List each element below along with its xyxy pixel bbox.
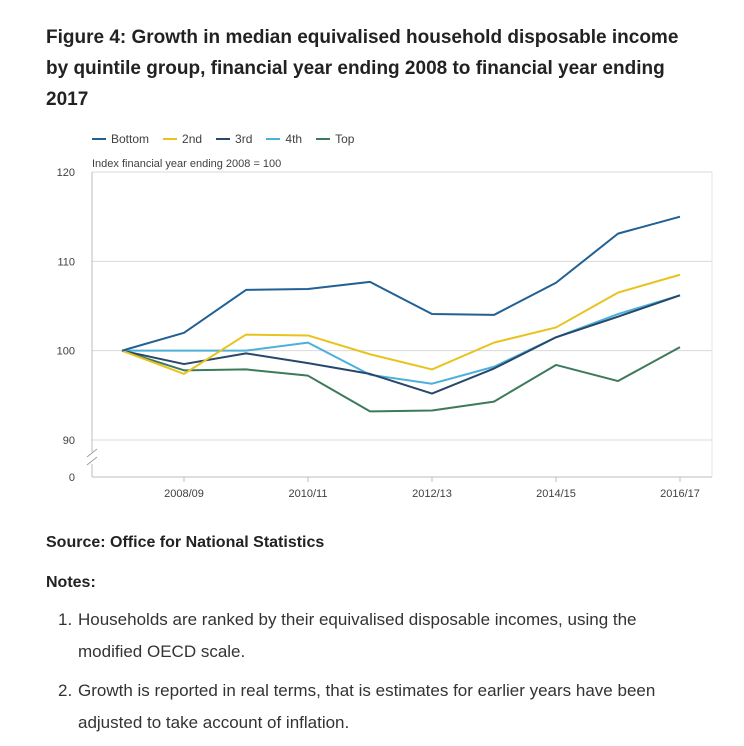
legend-swatch — [266, 138, 281, 140]
axis-break-mark — [86, 456, 98, 466]
y-tick-label: 100 — [57, 346, 75, 358]
chart-legend: Bottom 2nd 3rd 4th Top — [92, 130, 368, 148]
note-item: 2. Growth is reported in real terms, tha… — [58, 675, 678, 739]
series-line-4th — [122, 294, 681, 385]
legend-label: Bottom — [111, 132, 150, 146]
axis-note: Index financial year ending 2008 = 100 — [92, 158, 281, 170]
notes-heading: Notes: — [46, 574, 96, 591]
legend-swatch — [216, 138, 231, 140]
legend-label: Top — [335, 132, 355, 146]
line-chart: Index financial year ending 2008 = 100 1… — [57, 158, 713, 500]
note-text: Growth is reported in real terms, that i… — [78, 681, 656, 732]
legend-item: Top — [316, 132, 354, 146]
note-text: Households are ranked by their equivalis… — [78, 610, 637, 661]
y-tick-label: 0 — [69, 472, 75, 484]
note-number: 1. — [58, 610, 73, 629]
legend-label: 4th — [285, 132, 303, 146]
note-number: 2. — [58, 681, 73, 700]
legend-item: Bottom — [92, 132, 149, 146]
axis-break-mark — [86, 448, 98, 458]
legend-item: 2nd — [163, 132, 202, 146]
legend-item: 3rd — [216, 132, 252, 146]
legend-item: 4th — [266, 132, 302, 146]
x-tick-label: 2014/15 — [536, 488, 576, 500]
series-line-bottom — [121, 215, 681, 352]
legend-swatch — [92, 138, 106, 140]
note-item: 1. Households are ranked by their equiva… — [58, 604, 678, 668]
series-line-2nd — [121, 273, 681, 375]
legend-label: 3rd — [235, 132, 253, 146]
x-tick-label: 2016/17 — [660, 488, 700, 500]
series-line-3rd — [121, 294, 681, 395]
x-tick-label: 2012/13 — [412, 488, 452, 500]
legend-label: 2nd — [182, 132, 203, 146]
series-line-top — [121, 346, 681, 413]
y-tick-label: 90 — [63, 435, 75, 447]
y-tick-label: 110 — [57, 256, 75, 268]
notes-list: 1. Households are ranked by their equiva… — [58, 604, 678, 746]
y-tick-label: 120 — [57, 167, 75, 179]
legend-swatch — [163, 138, 178, 140]
x-tick-label: 2010/11 — [289, 488, 328, 500]
source-text: Source: Office for National Statistics — [46, 534, 325, 551]
legend-swatch — [316, 138, 331, 140]
figure-title: Figure 4: Growth in median equivalised h… — [46, 27, 679, 110]
x-tick-label: 2008/09 — [164, 488, 204, 500]
